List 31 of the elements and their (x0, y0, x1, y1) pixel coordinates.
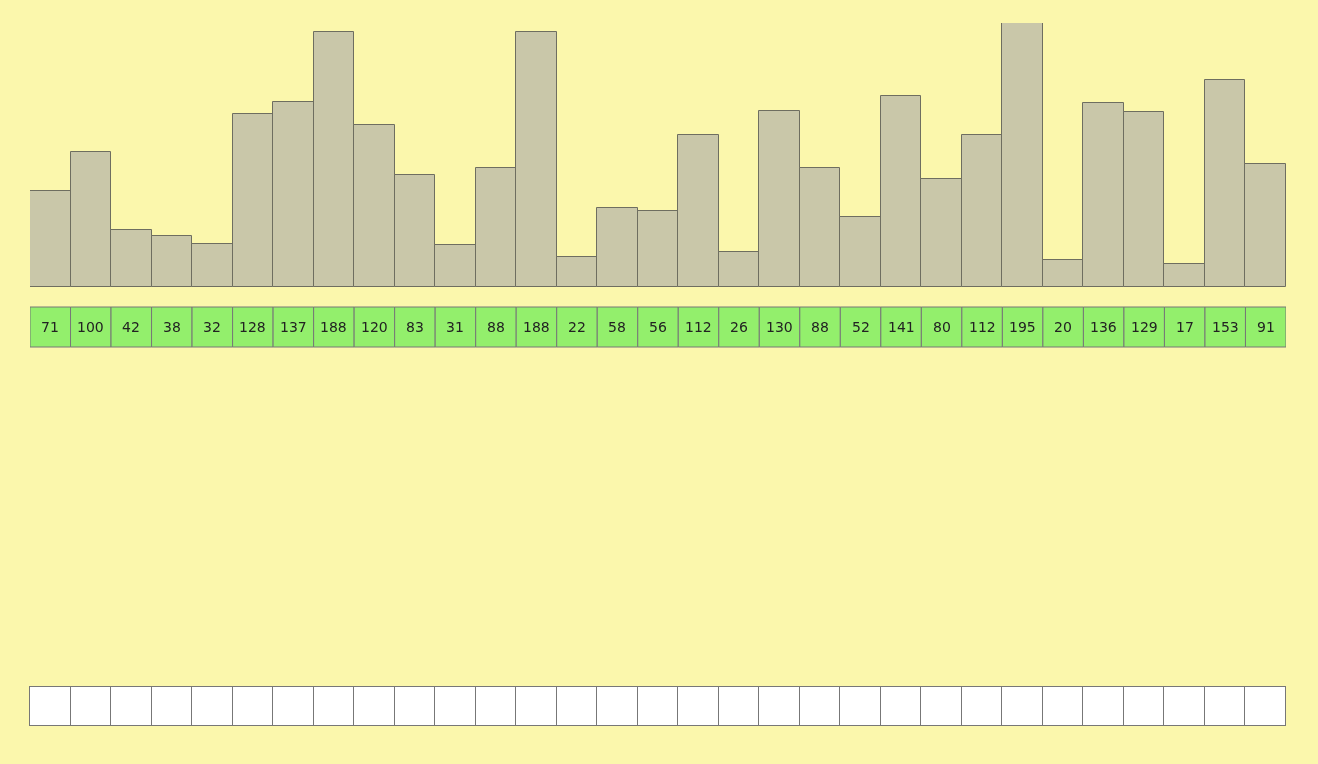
data-label: 188 (523, 319, 550, 335)
data-label: 17 (1176, 319, 1194, 335)
data-label: 52 (852, 319, 870, 335)
data-label: 88 (487, 319, 505, 335)
data-label: 153 (1212, 319, 1239, 335)
data-label: 137 (280, 319, 307, 335)
data-label: 130 (766, 319, 793, 335)
data-label: 141 (888, 319, 915, 335)
data-label: 20 (1054, 319, 1072, 335)
data-label: 22 (568, 319, 586, 335)
data-label: 188 (320, 319, 347, 335)
data-label: 38 (163, 319, 181, 335)
data-label: 120 (361, 319, 388, 335)
data-label: 42 (122, 319, 140, 335)
data-label: 100 (77, 319, 104, 335)
data-label: 83 (406, 319, 424, 335)
data-label: 31 (446, 319, 464, 335)
data-label: 128 (239, 319, 266, 335)
data-label: 91 (1257, 319, 1275, 335)
data-label: 58 (608, 319, 626, 335)
data-label: 32 (203, 319, 221, 335)
data-label: 56 (649, 319, 667, 335)
data-label: 80 (933, 319, 951, 335)
data-label: 112 (969, 319, 996, 335)
data-label: 71 (41, 319, 59, 335)
data-label: 112 (685, 319, 712, 335)
data-label: 129 (1131, 319, 1158, 335)
data-label: 88 (811, 319, 829, 335)
data-label: 136 (1090, 319, 1117, 335)
data-label: 195 (1009, 319, 1036, 335)
data-label: 26 (730, 319, 748, 335)
